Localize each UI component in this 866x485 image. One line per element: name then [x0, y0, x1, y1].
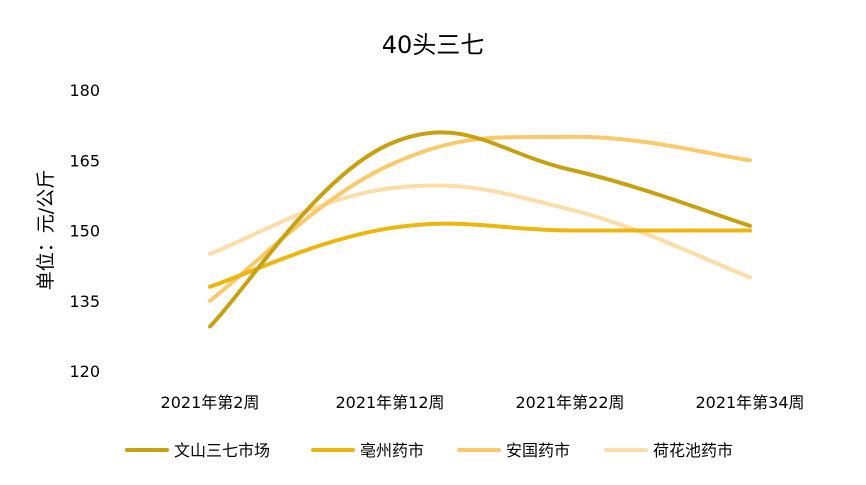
x-tick-label: 2021年第2周 [161, 393, 260, 412]
x-axis-ticks: 2021年第2周 2021年第12周 2021年第22周 2021年第34周 [161, 393, 805, 412]
chart-title: 40头三七 [382, 31, 485, 59]
x-tick-label: 2021年第22周 [515, 393, 624, 412]
legend: 文山三七市场 亳州药市 安国药市 荷花池药市 [125, 441, 733, 460]
x-tick-label: 2021年第12周 [335, 393, 444, 412]
legend-label: 文山三七市场 [174, 441, 270, 460]
y-tick-label: 150 [69, 222, 100, 241]
y-tick-label: 135 [69, 292, 100, 311]
y-tick-label: 120 [69, 362, 100, 381]
y-axis-label: 单位：元/公斤 [35, 170, 57, 290]
x-tick-label: 2021年第34周 [695, 393, 804, 412]
series-line [208, 183, 752, 280]
legend-label: 安国药市 [506, 441, 570, 460]
series-lines [208, 130, 752, 329]
series-line [208, 130, 752, 329]
y-tick-label: 180 [69, 81, 100, 100]
y-axis-ticks: 120 135 150 165 180 [69, 81, 100, 381]
legend-label: 荷花池药市 [653, 441, 733, 460]
y-tick-label: 165 [69, 151, 100, 170]
legend-label: 亳州药市 [360, 441, 424, 460]
series-line [208, 221, 752, 289]
